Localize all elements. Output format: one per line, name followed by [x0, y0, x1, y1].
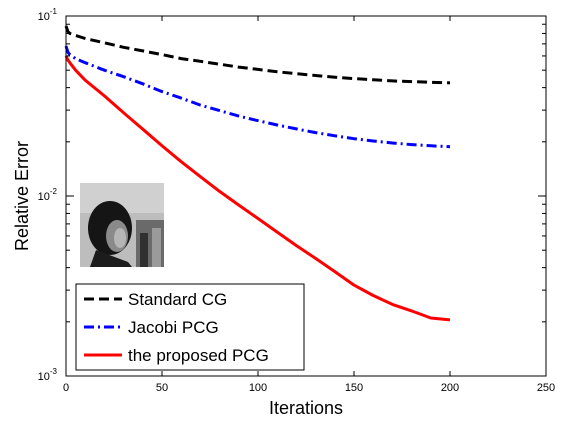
series-line-1 [64, 45, 451, 149]
x-axis-ticks: 0 50 100 150 200 250 [63, 16, 555, 394]
y-tick-label: 10-2 [38, 187, 58, 203]
series-layer [64, 25, 451, 322]
y-tick-label: 10-3 [38, 367, 58, 383]
y-axis-label: Relative Error [12, 141, 32, 251]
y-tick-label: 10-1 [38, 7, 58, 23]
legend: Standard CG Jacobi PCG the proposed PCG [75, 283, 305, 371]
series-line-2 [64, 55, 451, 322]
x-tick-label: 50 [156, 382, 168, 394]
x-axis-label: Iterations [269, 398, 343, 418]
legend-label-0: Standard CG [128, 290, 227, 309]
legend-label-1: Jacobi PCG [128, 318, 219, 337]
x-tick-label: 100 [249, 382, 267, 394]
x-tick-label: 0 [63, 382, 69, 394]
series-line-0 [64, 25, 451, 85]
x-tick-label: 150 [345, 382, 363, 394]
legend-label-2: the proposed PCG [128, 346, 269, 365]
inset-portrait-image [80, 183, 164, 267]
plot-frame [65, 15, 547, 377]
x-tick-label: 200 [441, 382, 459, 394]
x-tick-label: 250 [537, 382, 555, 394]
